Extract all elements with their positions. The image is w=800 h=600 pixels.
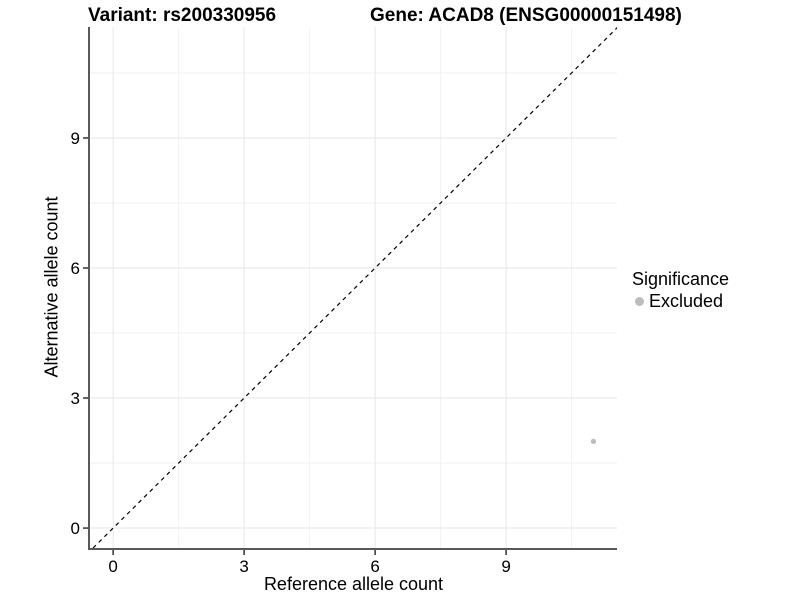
y-tick-label: 3 xyxy=(71,389,80,408)
identity-reference-line xyxy=(92,27,617,548)
y-axis-title: Alternative allele count xyxy=(41,196,62,378)
legend-title: Significance xyxy=(632,269,730,289)
y-tick-label: 0 xyxy=(71,519,80,538)
y-tick-label: 9 xyxy=(71,129,80,148)
legend: Significance Excluded xyxy=(632,268,797,311)
x-tick-label: 3 xyxy=(239,557,248,576)
legend-item-excluded: Excluded xyxy=(632,291,797,311)
x-axis-title: Reference allele count xyxy=(263,574,444,594)
gene-title: Gene: ACAD8 (ENSG00000151498) xyxy=(370,5,682,26)
legend-items: Excluded xyxy=(632,291,797,311)
x-tick-label: 6 xyxy=(370,557,379,576)
legend-item-label: Excluded xyxy=(649,291,724,311)
x-tick-label: 0 xyxy=(108,557,117,576)
variant-title: Variant: rs200330956 xyxy=(88,5,277,26)
x-tick-label: 9 xyxy=(501,557,510,576)
data-point-excluded xyxy=(590,438,597,444)
y-tick-label: 6 xyxy=(71,259,80,278)
legend-point-icon xyxy=(635,296,644,306)
